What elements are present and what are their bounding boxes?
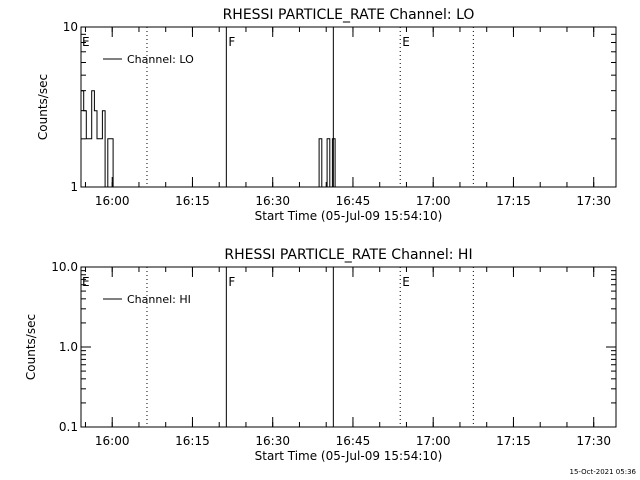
y-tick-label: 10.0 — [51, 260, 78, 274]
x-axis-label: Start Time (05-Jul-09 15:54:10) — [255, 449, 443, 463]
legend-label: Channel: LO — [127, 53, 194, 66]
y-tick-label: 0.1 — [59, 420, 78, 434]
x-tick-label: 17:15 — [496, 434, 531, 448]
panel-hi: RHESSI PARTICLE_RATE Channel: HI Counts/s… — [24, 247, 617, 463]
x-tick-label: 17:30 — [576, 194, 611, 208]
y-tick-label: 1 — [70, 180, 78, 194]
x-tick-label: 16:45 — [336, 194, 371, 208]
x-tick-label: 16:15 — [175, 434, 210, 448]
y-axis-label: Counts/sec — [36, 74, 50, 140]
legend-label: Channel: HI — [127, 293, 191, 306]
corner-label: E — [82, 35, 90, 49]
panel-lo: RHESSI PARTICLE_RATE Channel: LO Counts/s… — [36, 7, 617, 223]
x-tick-label: 17:00 — [416, 434, 451, 448]
chart-title: RHESSI PARTICLE_RATE Channel: HI — [224, 247, 472, 263]
corner-label: E — [82, 275, 90, 289]
x-tick-label: 16:30 — [255, 434, 290, 448]
data-series-line — [81, 90, 124, 188]
event-marker-label: E — [402, 275, 410, 289]
x-tick-label: 16:30 — [255, 194, 290, 208]
footer-timestamp: 15-Oct-2021 05:36 — [570, 468, 637, 476]
event-marker-label: F — [228, 35, 235, 49]
event-marker-label: E — [402, 35, 410, 49]
chart-title: RHESSI PARTICLE_RATE Channel: LO — [223, 7, 475, 23]
x-tick-label: 16:15 — [175, 194, 210, 208]
x-tick-label: 16:45 — [336, 434, 371, 448]
x-tick-label: 16:00 — [95, 194, 130, 208]
x-axis-label: Start Time (05-Jul-09 15:54:10) — [255, 209, 443, 223]
y-axis-label: Counts/sec — [24, 314, 38, 380]
y-tick-label: 10 — [63, 20, 78, 34]
data-series-line — [316, 138, 338, 188]
x-tick-label: 17:30 — [576, 434, 611, 448]
x-tick-label: 17:15 — [496, 194, 531, 208]
x-tick-label: 17:00 — [416, 194, 451, 208]
event-marker-label: F — [228, 275, 235, 289]
y-tick-label: 1.0 — [59, 340, 78, 354]
plot-frame — [80, 26, 617, 188]
plot-frame — [80, 266, 617, 428]
x-tick-label: 16:00 — [95, 434, 130, 448]
